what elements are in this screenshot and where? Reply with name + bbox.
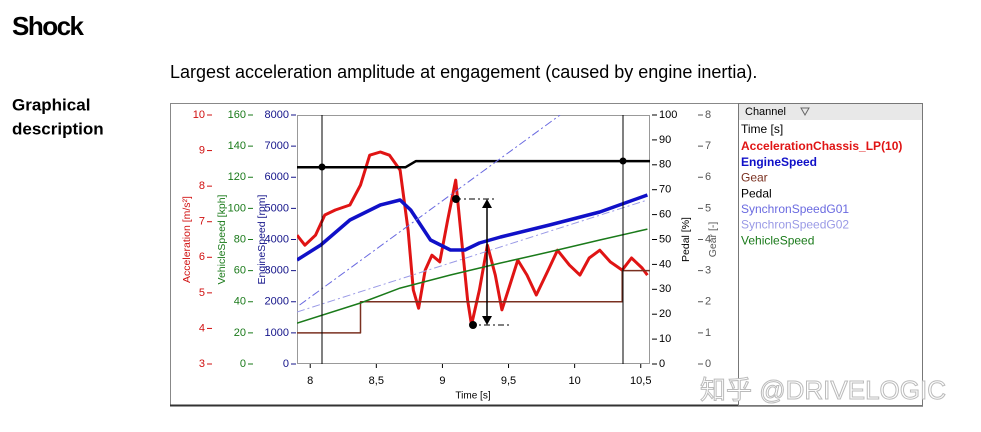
- legend-item: AccelerationChassis_LP(10): [741, 139, 902, 153]
- y-tick-label: 3: [705, 265, 711, 277]
- x-tick-label: 10: [569, 375, 581, 387]
- y-tick-label: 7: [705, 140, 711, 152]
- y-tick-label: 8: [705, 109, 711, 121]
- legend-item: Pedal: [741, 186, 772, 200]
- series-line: [297, 150, 649, 327]
- series-line: [297, 269, 650, 334]
- y-tick-label: 6000: [265, 171, 289, 183]
- sort-icon[interactable]: [800, 107, 810, 117]
- amplitude-point: [469, 321, 477, 329]
- y-tick-label: 7: [199, 216, 205, 228]
- legend-item: Time [s]: [741, 122, 783, 136]
- y-axis-label: VehicleSpeed [kph]: [216, 194, 228, 284]
- y-tick-label: 0: [283, 358, 289, 370]
- y-tick-label: 100: [228, 202, 246, 214]
- heading: Shock: [12, 11, 85, 41]
- y-axis-label: Pedal [%]: [680, 217, 692, 262]
- legend-title: Channel: [745, 106, 786, 118]
- series-line: [297, 159, 650, 169]
- y-tick-label: 4000: [265, 233, 289, 245]
- y-tick-label: 100: [659, 109, 677, 121]
- y-tick-label: 40: [659, 258, 671, 270]
- y-tick-label: 6: [705, 171, 711, 183]
- y-tick-label: 60: [659, 209, 671, 221]
- plot: [297, 115, 650, 334]
- y-tick-label: 80: [234, 233, 246, 245]
- y-tick-label: 30: [659, 283, 671, 295]
- y-tick-label: 8000: [265, 109, 289, 121]
- y-tick-label: 3: [199, 358, 205, 370]
- y-tick-label: 80: [659, 159, 671, 171]
- amplitude-point: [452, 195, 460, 203]
- y-tick-label: 60: [234, 265, 246, 277]
- y-tick-label: 7000: [265, 140, 289, 152]
- series-line: [297, 199, 648, 313]
- watermark: 知乎 @DRIVELOGIC: [700, 375, 946, 405]
- y-tick-label: 5000: [265, 202, 289, 214]
- y-tick-label: 1000: [265, 327, 289, 339]
- y-tick-label: 4: [199, 322, 205, 334]
- y-tick-label: 5: [199, 287, 205, 299]
- x-tick-label: 10,5: [630, 375, 651, 387]
- x-tick-label: 9: [439, 375, 445, 387]
- y-tick-label: 9: [199, 144, 205, 156]
- cursor-point: [318, 163, 326, 171]
- y-tick-label: 6: [199, 251, 205, 263]
- section-label: Graphical: [12, 95, 90, 114]
- x-tick-label: 8,5: [369, 375, 384, 387]
- y-tick-label: 140: [228, 140, 246, 152]
- y-tick-label: 90: [659, 134, 671, 146]
- x-axis-label: Time [s]: [455, 391, 490, 402]
- y-tick-label: 3000: [265, 265, 289, 277]
- legend-item: SynchronSpeedG02: [741, 218, 849, 232]
- legend-item: EngineSpeed: [741, 155, 817, 169]
- y-tick-label: 160: [228, 109, 246, 121]
- series-line: [297, 193, 648, 262]
- y-tick-label: 5: [705, 202, 711, 214]
- subtitle: Largest acceleration amplitude at engage…: [170, 62, 757, 82]
- legend-item: Gear: [741, 171, 768, 185]
- y-tick-label: 2000: [265, 296, 289, 308]
- y-axis-label: Acceleration [m/s²]: [181, 196, 193, 283]
- y-tick-label: 70: [659, 184, 671, 196]
- y-tick-label: 2: [705, 296, 711, 308]
- y-tick-label: 20: [659, 308, 671, 320]
- x-tick-label: 8: [307, 375, 313, 387]
- y-tick-label: 10: [193, 109, 205, 121]
- legend-panel: [738, 103, 923, 406]
- y-tick-label: 20: [234, 327, 246, 339]
- chart-frame: Channel: [170, 103, 923, 407]
- cursor-point: [619, 157, 627, 165]
- legend-header: [739, 104, 922, 120]
- section-label: description: [12, 119, 104, 138]
- y-tick-label: 120: [228, 171, 246, 183]
- annotation: [318, 115, 627, 364]
- y-tick-label: 10: [659, 333, 671, 345]
- legend-item: SynchronSpeedG01: [741, 202, 849, 216]
- y-tick-label: 0: [240, 358, 246, 370]
- y-tick-label: 0: [659, 358, 665, 370]
- y-axis-label: Gear [-]: [707, 222, 719, 258]
- y-tick-label: 4: [705, 233, 711, 245]
- series-line: [299, 115, 561, 306]
- y-tick-label: 40: [234, 296, 246, 308]
- x-tick-label: 9,5: [501, 375, 516, 387]
- y-axis-label: EngineSpeed [rpm]: [256, 194, 268, 284]
- legend-item: VehicleSpeed: [741, 233, 814, 247]
- y-tick-label: 50: [659, 233, 671, 245]
- y-tick-label: 8: [199, 180, 205, 192]
- y-tick-label: 1: [705, 327, 711, 339]
- series-line: [297, 228, 648, 324]
- y-tick-label: 0: [705, 358, 711, 370]
